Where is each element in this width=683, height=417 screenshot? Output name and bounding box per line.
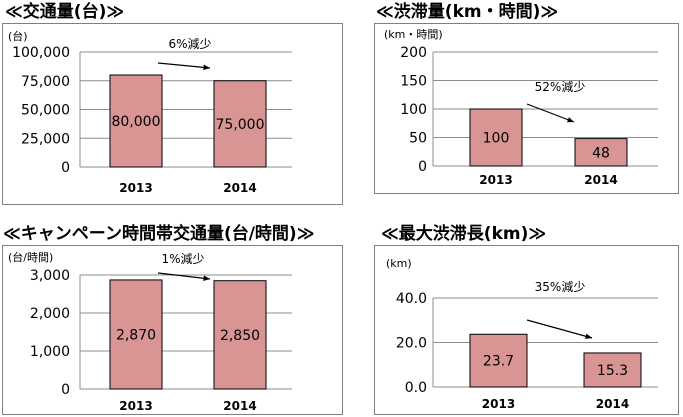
- plot-area: [2, 245, 343, 415]
- y-unit-label: (km・時間): [384, 28, 443, 41]
- chart-title: ≪キャンペーン時間帯交通量(台/時間)≫: [3, 224, 315, 244]
- y-tick-label: 2,000: [30, 306, 70, 322]
- data-label: 2,870: [116, 327, 156, 343]
- data-label: 80,000: [112, 114, 161, 130]
- y-tick-label: 50,000: [21, 103, 70, 119]
- y-unit-label: (台/時間): [8, 250, 53, 264]
- x-tick-label: 2013: [482, 397, 515, 411]
- y-tick-label: 3,000: [30, 268, 70, 284]
- data-label: 100: [483, 131, 510, 147]
- y-tick-label: 100,000: [12, 45, 70, 61]
- annotation-label: 6%減少: [168, 36, 211, 51]
- annotation-label: 52%減少: [535, 79, 586, 94]
- x-tick-label: 2013: [119, 399, 152, 413]
- y-tick-label: 150: [400, 74, 427, 90]
- trend-arrow: [157, 62, 211, 69]
- bar: [109, 74, 163, 168]
- x-tick-label: 2013: [479, 173, 512, 187]
- y-tick-label: 40.0: [396, 291, 427, 307]
- plot-area: [2, 23, 343, 205]
- y-tick-label: 75,000: [21, 74, 70, 90]
- bar: [574, 138, 628, 167]
- data-label: 23.7: [483, 354, 514, 370]
- annotation-label: 1%減少: [161, 251, 204, 266]
- trend-arrow-head: [585, 333, 592, 339]
- x-tick-label: 2013: [119, 181, 152, 195]
- y-tick-label: 50: [409, 131, 427, 147]
- y-tick-label: 0: [61, 382, 70, 398]
- bar: [213, 280, 267, 390]
- trend-arrow-head: [203, 64, 210, 71]
- data-label: 48: [592, 145, 610, 161]
- x-tick-label: 2014: [596, 397, 629, 411]
- bar: [469, 333, 528, 388]
- y-tick-label: 25,000: [21, 131, 70, 147]
- data-label: 75,000: [216, 117, 265, 133]
- data-label: 15.3: [597, 363, 628, 379]
- annotation-label: 35%減少: [535, 279, 586, 294]
- y-tick-label: 200: [400, 45, 427, 61]
- chart-title: ≪最大渋滞長(km)≫: [381, 224, 547, 244]
- y-tick-label: 20.0: [396, 336, 427, 352]
- y-unit-label: (km): [386, 257, 412, 270]
- x-tick-label: 2014: [223, 181, 256, 195]
- x-tick-label: 2014: [223, 399, 256, 413]
- bar: [469, 108, 523, 167]
- bar: [213, 80, 267, 168]
- trend-arrow-head: [203, 275, 210, 281]
- y-tick-label: 0.0: [405, 380, 427, 396]
- chart-title: ≪交通量(台)≫: [5, 2, 125, 22]
- chart-title: ≪渋滞量(km・時間)≫: [376, 2, 559, 22]
- trend-arrow-head: [567, 117, 574, 123]
- x-tick-label: 2014: [584, 173, 617, 187]
- y-tick-label: 0: [61, 160, 70, 176]
- y-unit-label: (台): [8, 29, 28, 43]
- trend-arrow: [157, 272, 211, 280]
- bar: [583, 352, 642, 388]
- trend-arrow: [526, 319, 593, 339]
- trend-arrow: [526, 103, 575, 123]
- data-label: 2,850: [220, 328, 260, 344]
- bar: [109, 279, 163, 390]
- y-tick-label: 100: [400, 102, 427, 118]
- y-tick-label: 0: [418, 159, 427, 175]
- y-tick-label: 1,000: [30, 344, 70, 360]
